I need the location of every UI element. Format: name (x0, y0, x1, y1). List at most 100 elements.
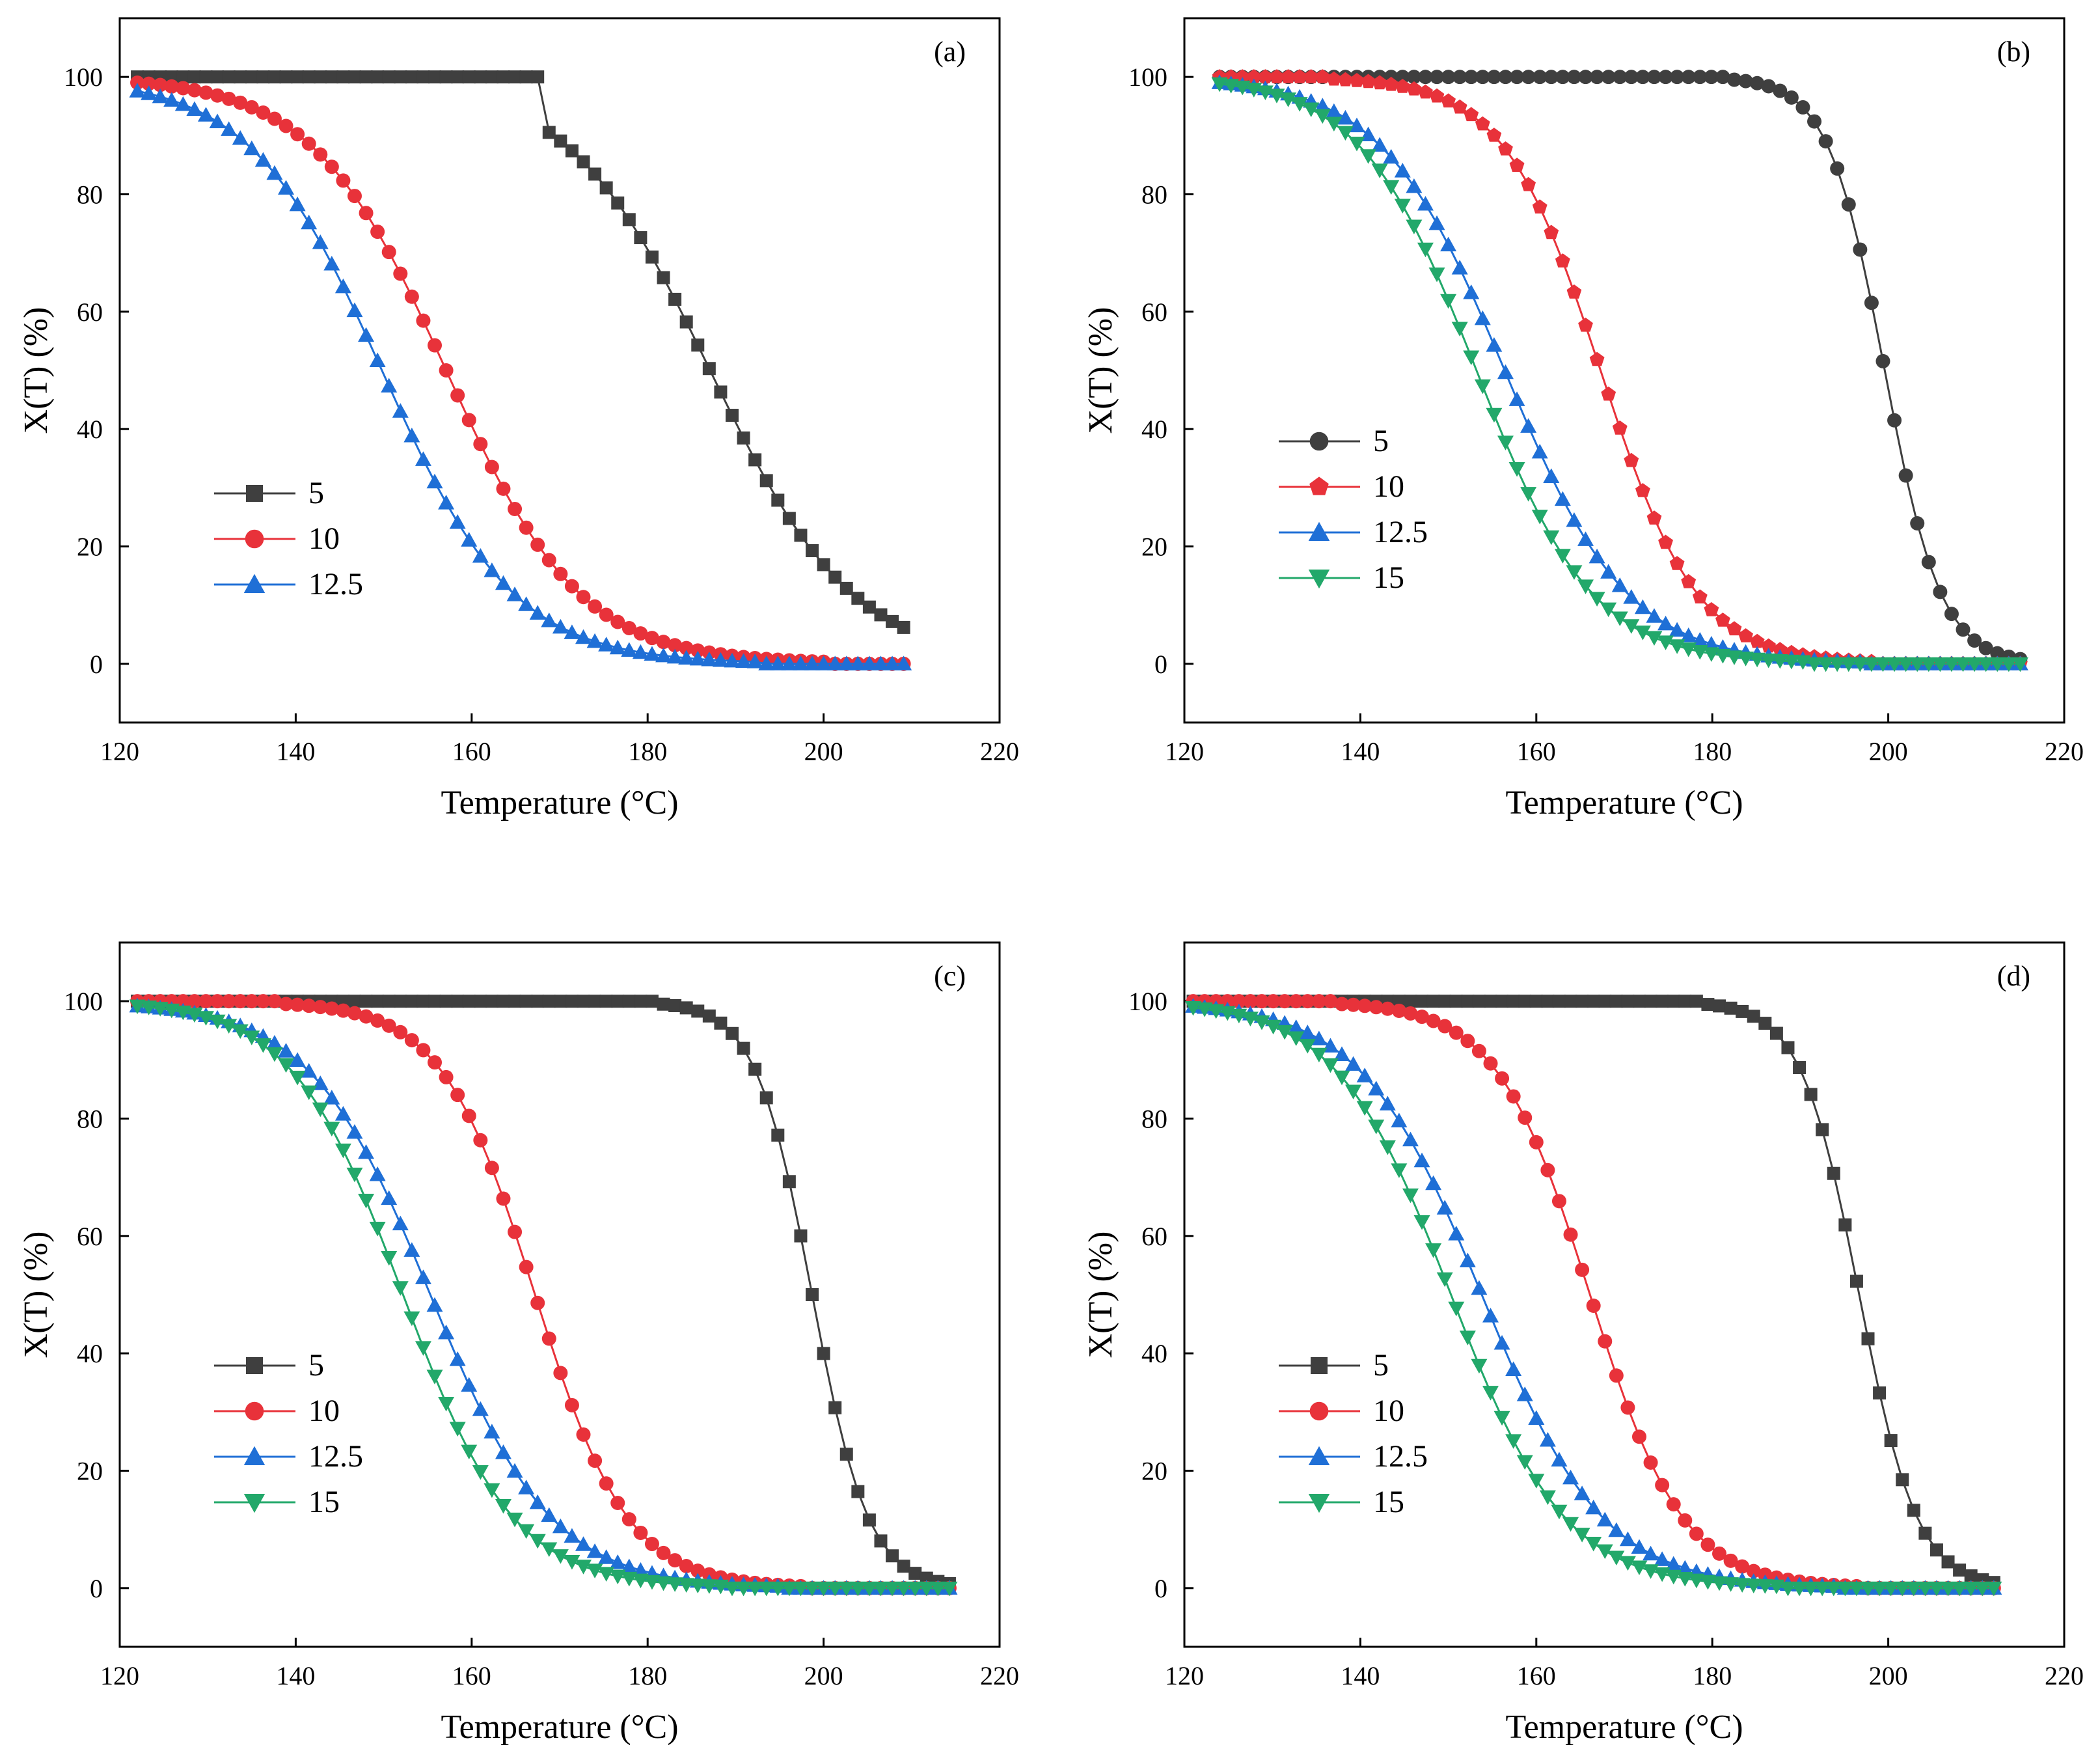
data-point (1402, 1131, 1419, 1147)
legend-label: 10 (308, 521, 340, 556)
data-point (564, 579, 579, 594)
legend-label: 5 (1373, 1348, 1389, 1383)
data-point (233, 95, 248, 110)
data-point (1436, 1272, 1453, 1287)
data-point (1394, 163, 1411, 178)
data-point (1246, 69, 1262, 83)
data-point (815, 655, 832, 670)
data-point (621, 1512, 636, 1527)
x-tick-label: 140 (1341, 1661, 1380, 1690)
data-point (1505, 1361, 1522, 1377)
data-point (336, 70, 350, 84)
data-point (1784, 90, 1799, 105)
data-point (633, 1525, 648, 1540)
data-point (1436, 1200, 1453, 1215)
data-point (1910, 516, 1925, 531)
x-axis-title: Temperature (°C) (1505, 1709, 1743, 1746)
data-point (1623, 619, 1640, 634)
data-point (1269, 69, 1285, 83)
data-point (289, 1070, 306, 1086)
data-point (358, 1194, 375, 1209)
data-point (1841, 197, 1856, 212)
data-point (141, 85, 157, 100)
data-point (1589, 592, 1605, 607)
y-tick-label: 80 (1141, 180, 1167, 210)
data-point (1311, 994, 1326, 1009)
legend-marker (1308, 1446, 1330, 1465)
y-axis-title: X(T) (%) (18, 1232, 55, 1358)
data-point (792, 655, 809, 670)
data-point (1670, 70, 1685, 85)
data-point (1459, 1252, 1476, 1267)
legend-marker (243, 1446, 266, 1465)
y-tick-label: 20 (1141, 1457, 1167, 1486)
data-point (908, 1567, 922, 1580)
data-point (1967, 633, 1982, 648)
data-point (278, 1043, 295, 1058)
data-point (746, 654, 763, 668)
legend-label: 5 (1373, 424, 1389, 458)
data-point (1315, 69, 1330, 83)
data-point (1541, 995, 1555, 1008)
data-point (176, 81, 191, 96)
data-point (895, 655, 912, 670)
data-point (1656, 995, 1669, 1008)
data-point (187, 83, 202, 98)
data-point (806, 544, 819, 558)
data-point (1884, 1434, 1898, 1448)
data-point (1528, 1474, 1545, 1489)
data-point (610, 614, 625, 629)
x-axis-title: Temperature (°C) (1505, 784, 1743, 821)
x-tick-label: 200 (1869, 1661, 1908, 1690)
data-point (1681, 70, 1696, 85)
data-point (907, 1581, 923, 1597)
data-point (577, 995, 590, 1008)
data-point (2000, 657, 2017, 672)
data-point (645, 995, 659, 1008)
data-point (1963, 1581, 1980, 1597)
data-point (1773, 83, 1788, 98)
data-point (1326, 103, 1343, 118)
data-point (609, 1554, 626, 1569)
data-point (1440, 236, 1457, 252)
data-point (199, 70, 213, 84)
data-point (484, 1483, 500, 1498)
legend: 5 10 12.5 (214, 476, 363, 601)
data-point (1704, 70, 1719, 85)
data-point (461, 532, 478, 547)
data-point (746, 1581, 763, 1597)
y-tick-label: 100 (64, 62, 103, 92)
x-tick-label: 140 (276, 737, 315, 766)
data-point (1497, 364, 1514, 379)
data-point (553, 1366, 568, 1381)
data-point (519, 1260, 534, 1274)
data-point (267, 111, 282, 126)
data-point (1348, 137, 1365, 152)
data-point (1830, 161, 1845, 176)
data-point (1632, 995, 1646, 1008)
data-point (346, 302, 363, 318)
data-point (1609, 1368, 1624, 1383)
data-point (1920, 657, 1937, 672)
data-point (279, 70, 293, 84)
data-point (826, 1581, 843, 1597)
data-point (804, 655, 821, 670)
data-point (163, 92, 180, 107)
data-point (1265, 1019, 1282, 1035)
data-point (244, 994, 259, 1009)
data-point (1395, 70, 1410, 85)
data-point (484, 1161, 499, 1176)
data-point (1281, 69, 1296, 83)
data-point (359, 70, 373, 84)
data-point (394, 70, 407, 84)
data-point (1425, 1243, 1442, 1258)
data-point (1406, 219, 1423, 234)
data-point (668, 638, 683, 653)
data-point (1596, 1511, 1613, 1527)
data-point (1303, 102, 1320, 118)
data-point (1601, 70, 1616, 85)
data-point (794, 1229, 808, 1243)
data-point (450, 1088, 465, 1103)
data-point (552, 1518, 569, 1534)
